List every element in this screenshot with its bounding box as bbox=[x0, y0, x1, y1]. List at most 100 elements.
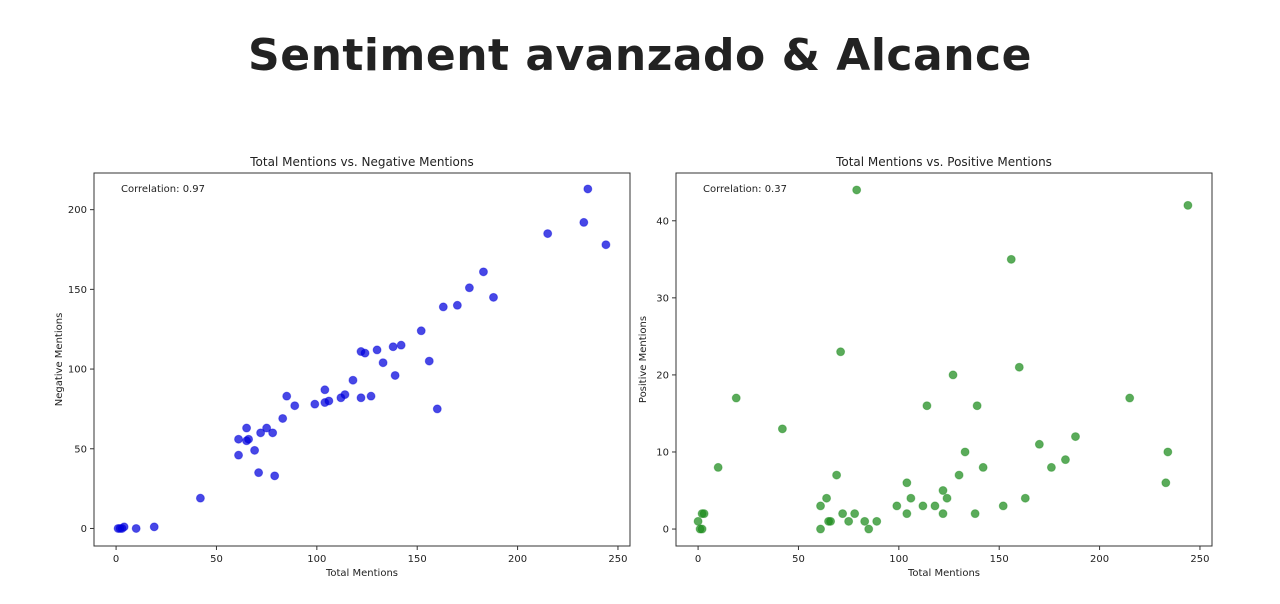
data-point bbox=[348, 375, 358, 385]
data-point bbox=[1034, 439, 1044, 449]
data-point bbox=[310, 399, 320, 409]
data-point bbox=[320, 385, 330, 395]
positive-mentions-scatter: Total Mentions vs. Positive Mentions 0 50 1… bbox=[638, 155, 1213, 579]
data-point bbox=[250, 445, 260, 455]
data-point bbox=[452, 300, 462, 310]
data-point bbox=[850, 509, 860, 519]
x-tick-label: 200 bbox=[508, 554, 527, 565]
data-point bbox=[360, 348, 370, 358]
data-point bbox=[438, 302, 448, 312]
data-point bbox=[1161, 478, 1171, 488]
data-point bbox=[579, 217, 589, 227]
data-point bbox=[464, 283, 474, 293]
y-tick-label: 150 bbox=[68, 285, 87, 296]
negative-mentions-scatter: Total Mentions vs. Negative Mentions 0 50 1… bbox=[54, 155, 631, 579]
data-point bbox=[872, 516, 882, 526]
data-point bbox=[1070, 432, 1080, 442]
data-point bbox=[416, 326, 426, 336]
chart-title: Total Mentions vs. Negative Mentions bbox=[249, 155, 473, 169]
data-point bbox=[601, 240, 611, 250]
x-tick-label: 0 bbox=[695, 554, 701, 565]
data-point bbox=[356, 393, 366, 403]
y-tick-label: 40 bbox=[656, 216, 669, 227]
data-point bbox=[1183, 200, 1193, 210]
data-point bbox=[942, 493, 952, 503]
data-point bbox=[838, 509, 848, 519]
y-tick-label: 50 bbox=[74, 444, 87, 455]
data-point bbox=[699, 509, 709, 519]
data-point bbox=[424, 356, 434, 366]
plot-frame bbox=[93, 172, 631, 547]
data-point bbox=[978, 462, 988, 472]
data-point bbox=[938, 509, 948, 519]
data-point bbox=[930, 501, 940, 511]
data-point bbox=[1014, 362, 1024, 372]
data-point bbox=[270, 471, 280, 481]
data-point bbox=[844, 516, 854, 526]
data-point bbox=[731, 393, 741, 403]
data-point bbox=[852, 185, 862, 195]
x-tick-label: 250 bbox=[608, 554, 627, 565]
y-tick-label: 0 bbox=[81, 524, 87, 535]
y-tick-label: 100 bbox=[68, 365, 87, 376]
data-point bbox=[388, 342, 398, 352]
data-point bbox=[697, 524, 707, 534]
data-point bbox=[396, 340, 406, 350]
data-point bbox=[262, 423, 272, 433]
x-tick-label: 0 bbox=[113, 554, 119, 565]
data-point bbox=[268, 428, 278, 438]
data-point bbox=[836, 347, 846, 357]
data-point bbox=[970, 509, 980, 519]
x-axis-label: Total Mentions bbox=[325, 568, 398, 579]
y-tick-label: 30 bbox=[656, 293, 669, 304]
data-point bbox=[242, 423, 252, 433]
data-point bbox=[324, 396, 334, 406]
x-tick-label: 50 bbox=[210, 554, 223, 565]
data-point bbox=[119, 522, 129, 532]
data-point bbox=[826, 516, 836, 526]
data-point bbox=[256, 428, 266, 438]
data-point bbox=[543, 229, 553, 239]
data-point bbox=[922, 401, 932, 411]
data-point bbox=[1060, 455, 1070, 465]
x-tick-label: 100 bbox=[889, 554, 908, 565]
data-point bbox=[972, 401, 982, 411]
y-tick-label: 20 bbox=[656, 370, 669, 381]
data-point bbox=[954, 470, 964, 480]
page-title: Sentiment avanzado & Alcance bbox=[248, 30, 1032, 81]
y-tick-label: 200 bbox=[68, 205, 87, 216]
x-tick-label: 150 bbox=[408, 554, 427, 565]
data-point bbox=[290, 401, 300, 411]
correlation-annotation: Correlation: 0.37 bbox=[703, 184, 787, 195]
data-point bbox=[693, 516, 703, 526]
chart-title: Total Mentions vs. Positive Mentions bbox=[835, 155, 1052, 169]
x-tick-label: 250 bbox=[1190, 554, 1209, 565]
data-point bbox=[902, 509, 912, 519]
data-point bbox=[478, 267, 488, 277]
data-point bbox=[948, 370, 958, 380]
x-axis-label: Total Mentions bbox=[907, 568, 980, 579]
data-point bbox=[131, 523, 141, 533]
data-point bbox=[1125, 393, 1135, 403]
x-tick-label: 200 bbox=[1090, 554, 1109, 565]
data-point bbox=[378, 358, 388, 368]
data-point bbox=[583, 184, 593, 194]
data-point bbox=[234, 450, 244, 460]
data-point bbox=[902, 478, 912, 488]
data-point bbox=[366, 391, 376, 401]
data-point bbox=[822, 493, 832, 503]
data-point bbox=[816, 501, 826, 511]
data-point bbox=[278, 413, 288, 423]
data-point bbox=[234, 434, 244, 444]
data-point bbox=[777, 424, 787, 434]
data-point bbox=[432, 404, 442, 414]
data-point bbox=[938, 486, 948, 496]
y-tick-label: 0 bbox=[663, 525, 669, 536]
plot-frame bbox=[675, 172, 1213, 547]
correlation-annotation: Correlation: 0.97 bbox=[121, 184, 205, 195]
data-point bbox=[282, 391, 292, 401]
data-point bbox=[390, 370, 400, 380]
y-tick-label: 10 bbox=[656, 447, 669, 458]
data-point bbox=[1163, 447, 1173, 457]
data-point bbox=[918, 501, 928, 511]
